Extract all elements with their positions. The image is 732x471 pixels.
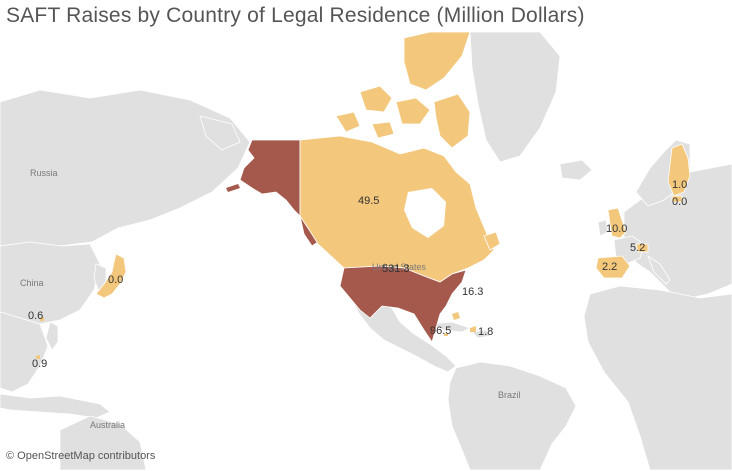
label-russia: Russia (30, 168, 58, 178)
value-canada: 49.5 (358, 195, 379, 207)
value-bahamas: 16.3 (462, 286, 483, 298)
region-cayman[interactable] (444, 333, 448, 336)
region-uk[interactable] (607, 207, 627, 239)
africa-land (583, 285, 732, 470)
ireland-land (597, 219, 609, 237)
region-canada[interactable] (299, 135, 495, 283)
southeast-asia-land (0, 311, 49, 393)
value-usa: 531.3 (382, 263, 410, 275)
region-finland[interactable] (667, 143, 691, 197)
base-land (0, 32, 732, 470)
place-labels: Russia China Australia Brazil United Sta… (20, 168, 521, 430)
region-canada-islands-e[interactable] (335, 111, 361, 133)
region-bvi[interactable] (470, 326, 476, 332)
region-usa-aleutians[interactable] (226, 184, 240, 192)
value-cayman: 96.5 (430, 325, 451, 337)
region-estonia[interactable] (671, 195, 683, 203)
value-switzerland: 5.2 (630, 242, 645, 254)
value-finland: 1.0 (672, 179, 687, 191)
philippines-land (45, 321, 59, 351)
value-uk: 10.0 (606, 223, 627, 235)
value-bvi: 1.8 (478, 326, 493, 338)
hudson-bay (404, 188, 446, 238)
chukotka-land (199, 115, 241, 151)
label-china: China (20, 278, 44, 288)
region-canada-islands-c[interactable] (395, 97, 431, 125)
label-united-states: United States (372, 262, 427, 272)
map-attribution: © OpenStreetMap contributors (6, 450, 156, 462)
value-estonia: 0.0 (672, 196, 687, 208)
iceland-land (559, 159, 593, 181)
italy-land (647, 254, 671, 285)
value-hongkong: 0.6 (28, 310, 43, 322)
chart-title: SAFT Raises by Country of Legal Residenc… (6, 4, 585, 27)
region-canada-islands-b[interactable] (359, 85, 393, 113)
value-singapore: 0.9 (32, 358, 47, 370)
region-bahamas[interactable] (452, 312, 460, 320)
region-singapore[interactable] (36, 355, 40, 359)
cuba-land (429, 321, 472, 333)
region-canada-islands-a[interactable] (403, 32, 471, 91)
region-japan[interactable] (95, 253, 127, 299)
mexico-land (349, 293, 457, 373)
region-spain[interactable] (595, 255, 631, 279)
region-usa-alaska[interactable] (239, 139, 301, 217)
region-switzerland[interactable] (635, 243, 649, 253)
value-spain: 2.2 (602, 261, 617, 273)
region-canada-newfoundland[interactable] (483, 231, 501, 251)
value-japan: 0.0 (108, 274, 123, 286)
region-hongkong[interactable] (40, 317, 44, 321)
data-regions[interactable] (36, 32, 691, 359)
region-canada-islands-f[interactable] (371, 121, 395, 139)
value-labels: 49.5 531.3 16.3 96.5 1.8 0.0 0.6 0.9 10.… (28, 179, 687, 370)
indonesia-land (0, 393, 111, 419)
label-australia: Australia (90, 420, 125, 430)
world-map[interactable]: Russia China Australia Brazil United Sta… (0, 32, 732, 470)
label-brazil: Brazil (498, 390, 521, 400)
australia-land (59, 415, 147, 470)
greenland-land (469, 32, 561, 163)
south-america-land (447, 361, 577, 470)
region-canada-islands-d[interactable] (433, 93, 471, 149)
hispaniola-land (471, 329, 491, 339)
region-usa[interactable] (339, 265, 467, 343)
china-land (0, 241, 101, 325)
